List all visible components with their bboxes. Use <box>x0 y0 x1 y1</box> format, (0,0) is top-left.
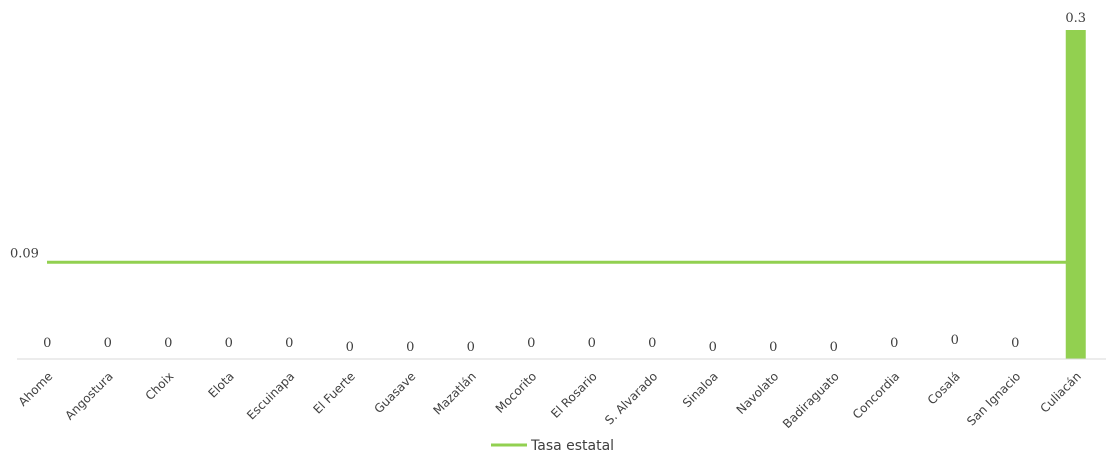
value-label-sinaloa: 0 <box>709 340 717 355</box>
value-label-elota: 0 <box>225 336 233 351</box>
category-label-elota: Elota <box>206 369 237 400</box>
category-label-choix: Choix <box>143 369 177 403</box>
legend-label: Tasa estatal <box>530 438 614 454</box>
value-label-cosal-: 0 <box>951 333 959 348</box>
category-label-el-rosario: El Rosario <box>548 369 600 421</box>
value-label-navolato: 0 <box>769 340 777 355</box>
category-label-sinaloa: Sinaloa <box>680 369 721 410</box>
value-label-badiraguato: 0 <box>830 340 838 355</box>
value-label-san-ignacio: 0 <box>1011 336 1019 351</box>
category-label-escuinapa: Escuinapa <box>244 369 297 422</box>
value-label-el-fuerte: 0 <box>346 340 354 355</box>
category-label-angostura: Angostura <box>62 369 115 422</box>
category-label-badiraguato: Badiraguato <box>780 369 842 431</box>
category-label-mazatl-n: Mazatlán <box>431 369 479 417</box>
category-label-concordia: Concordia <box>850 369 903 422</box>
value-label-concordia: 0 <box>890 336 898 351</box>
value-label-guasave: 0 <box>406 340 414 355</box>
value-label-culiac-n: 0.3 <box>1065 11 1086 26</box>
category-label-san-ignacio: San Ignacio <box>964 369 1023 428</box>
category-label-s-alvarado: S. Alvarado <box>602 369 660 427</box>
tasa-estatal-value-label: 0.09 <box>10 246 39 261</box>
category-labels-group: Ahome Angostura Choix Elota Escuinapa El Fuer… <box>16 369 1084 431</box>
value-label-escuinapa: 0 <box>285 336 293 351</box>
value-label-mocorito: 0 <box>527 336 535 351</box>
value-label-el-rosario: 0 <box>588 336 596 351</box>
bars-group <box>1065 30 1086 359</box>
data-labels-group: 0 0 0 0 0 0 0 0 0 0 0 0 0 0 0 0 0 0.3 <box>43 11 1086 355</box>
value-label-ahome: 0 <box>43 336 51 351</box>
category-label-ahome: Ahome <box>16 369 56 409</box>
value-label-mazatl-n: 0 <box>467 340 475 355</box>
category-label-cosal-: Cosalá <box>925 369 963 407</box>
category-label-guasave: Guasave <box>371 369 418 416</box>
value-label-choix: 0 <box>164 336 172 351</box>
value-label-angostura: 0 <box>104 336 112 351</box>
legend: Tasa estatal <box>491 438 614 454</box>
category-label-navolato: Navolato <box>734 369 782 417</box>
category-label-el-fuerte: El Fuerte <box>310 369 357 416</box>
category-label-culiac-n: Culiacán <box>1038 369 1084 415</box>
bar-culiac-n <box>1065 30 1086 359</box>
value-label-s-alvarado: 0 <box>648 336 656 351</box>
category-label-mocorito: Mocorito <box>493 369 540 416</box>
